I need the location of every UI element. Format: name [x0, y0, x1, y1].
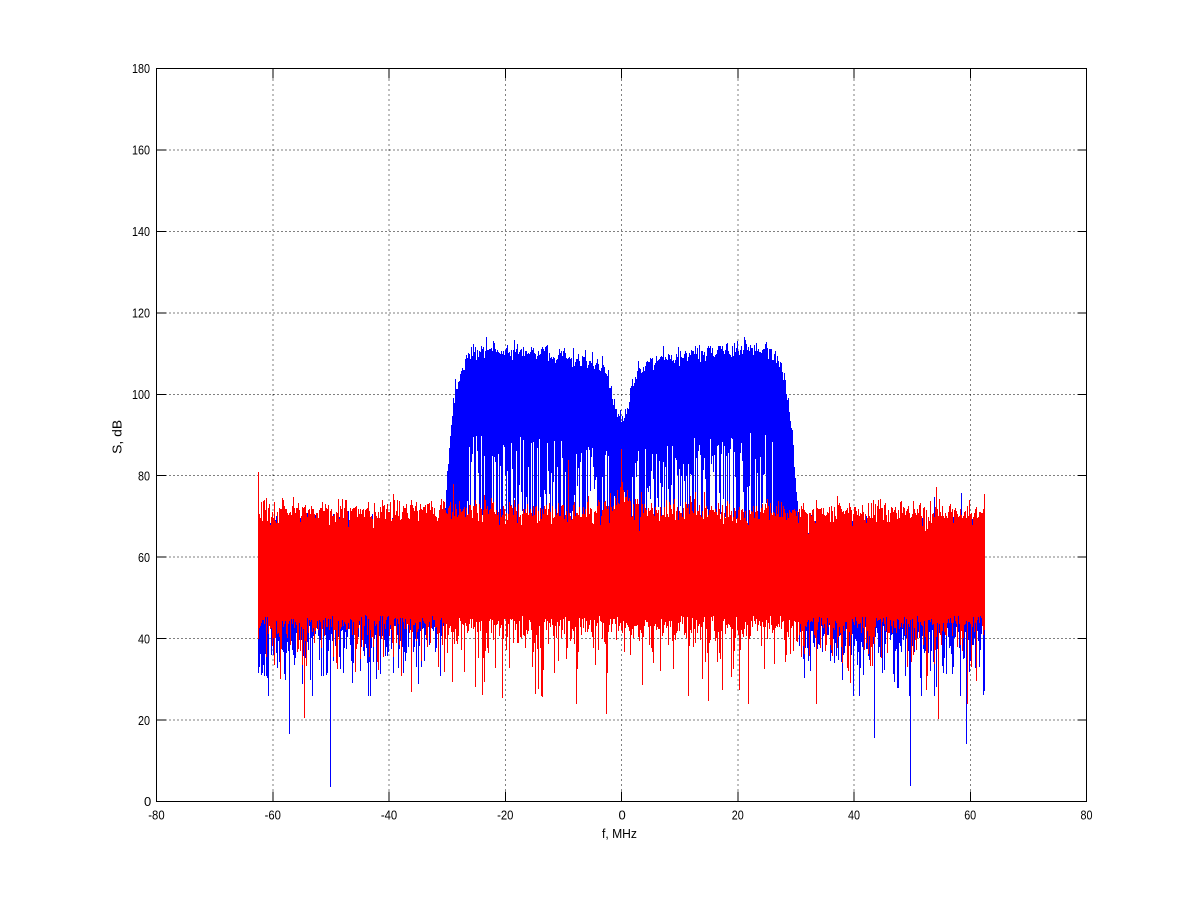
svg-text:-60: -60	[265, 808, 281, 823]
svg-text:20: 20	[138, 713, 150, 728]
svg-text:-20: -20	[497, 808, 513, 823]
svg-text:f, MHz: f, MHz	[602, 826, 637, 841]
svg-text:80: 80	[1081, 808, 1093, 823]
svg-text:40: 40	[138, 631, 150, 646]
svg-text:40: 40	[848, 808, 860, 823]
svg-text:60: 60	[138, 550, 150, 565]
svg-text:-40: -40	[381, 808, 397, 823]
svg-text:20: 20	[732, 808, 744, 823]
svg-text:120: 120	[132, 306, 150, 321]
svg-text:0: 0	[619, 808, 626, 823]
svg-text:-80: -80	[148, 808, 164, 823]
svg-text:80: 80	[138, 468, 150, 483]
svg-text:180: 180	[132, 61, 150, 76]
svg-text:140: 140	[132, 224, 150, 239]
svg-text:160: 160	[132, 143, 150, 158]
svg-text:S, dB: S, dB	[110, 420, 125, 454]
svg-text:60: 60	[964, 808, 976, 823]
svg-text:0: 0	[144, 794, 151, 809]
svg-text:100: 100	[132, 387, 150, 402]
